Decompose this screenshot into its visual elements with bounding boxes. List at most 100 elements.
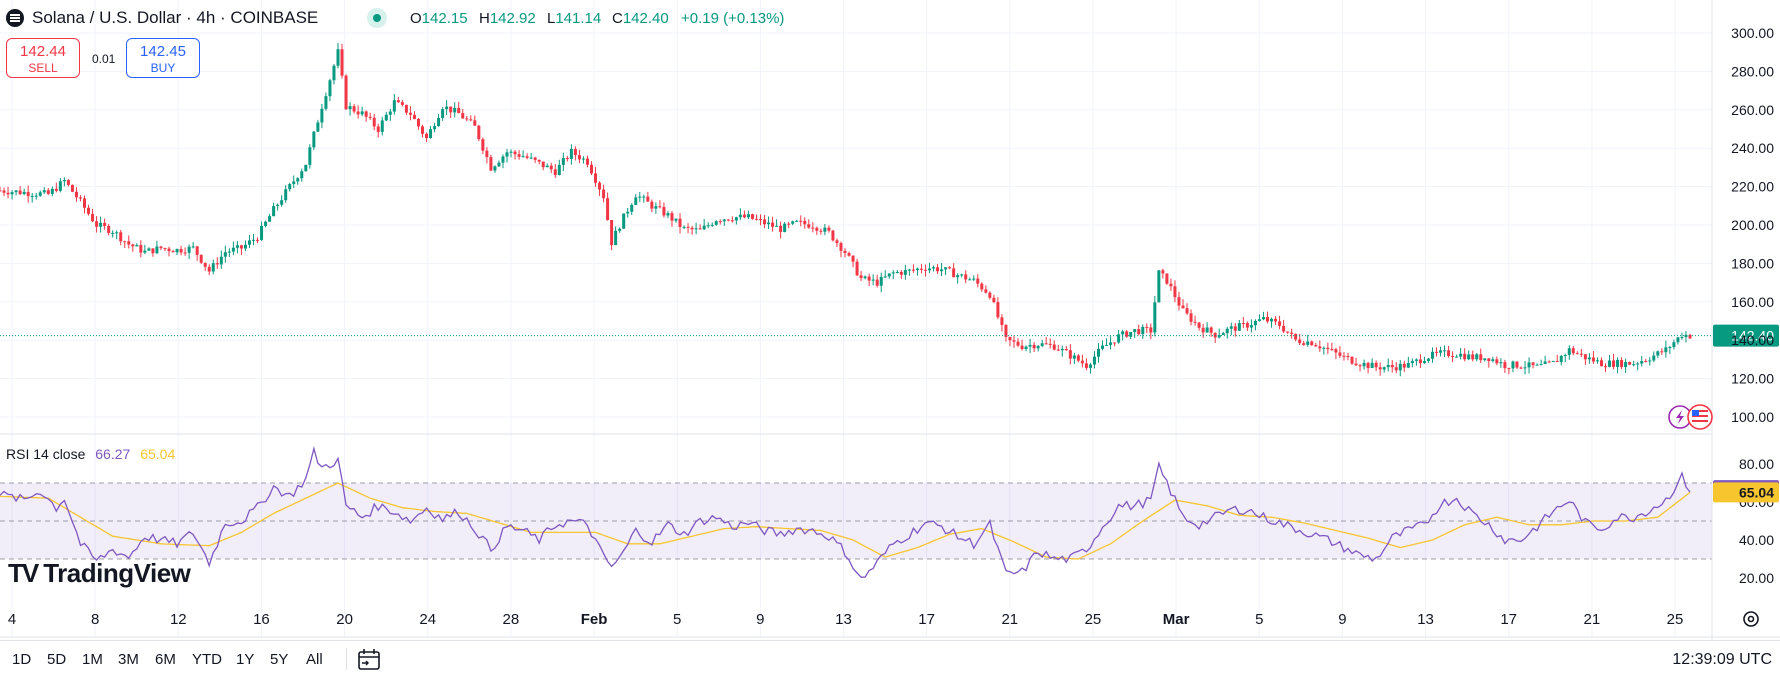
candle-body	[1354, 363, 1358, 366]
bottom-toolbar	[0, 640, 1780, 681]
range-5d[interactable]: 5D	[47, 651, 67, 668]
flag-us-icon[interactable]	[1687, 404, 1713, 430]
candle-body	[1608, 360, 1612, 367]
candle-body	[602, 189, 606, 199]
candle-body	[412, 114, 416, 120]
candle-body	[1567, 348, 1571, 355]
candle-body	[469, 119, 473, 121]
candle-body	[791, 221, 795, 224]
candle-body	[847, 252, 851, 256]
candle-body	[1294, 333, 1298, 340]
candle-body	[272, 206, 276, 217]
market-open-icon[interactable]	[367, 8, 387, 28]
candle-body	[139, 244, 143, 253]
candle-body	[1636, 363, 1640, 365]
range-all[interactable]: All	[306, 651, 323, 668]
candle-body	[1543, 361, 1547, 365]
time-tick-label: 16	[253, 611, 270, 628]
time-tick-label: 13	[835, 611, 852, 628]
buy-button[interactable]: 142.45 BUY	[126, 38, 200, 78]
candle-body	[457, 107, 461, 114]
candle-body	[650, 201, 654, 209]
calendar-range-icon[interactable]	[356, 648, 382, 672]
candle-body	[364, 111, 368, 117]
time-tick-label: Feb	[581, 611, 608, 628]
candle-body	[404, 104, 408, 113]
candle-body	[195, 246, 199, 255]
candle-body	[203, 262, 207, 267]
candle-body	[477, 125, 481, 140]
range-1y[interactable]: 1Y	[236, 651, 255, 668]
candle-body	[360, 111, 364, 115]
candle-body	[252, 239, 255, 241]
candle-body	[1523, 367, 1527, 369]
range-1d[interactable]: 1D	[12, 651, 32, 668]
candle-body	[1149, 327, 1153, 333]
candle-body	[1084, 363, 1088, 368]
rsi-legend[interactable]: RSI 14 close 66.27 65.04	[6, 446, 175, 462]
candle-body	[722, 219, 726, 222]
candle-body	[1052, 344, 1056, 350]
candle-body	[78, 197, 82, 199]
candle-body	[1101, 345, 1105, 349]
candle-body	[1205, 327, 1209, 333]
time-axis[interactable]: 4 8 12 16 20 24 28 Feb 5 9 13 17 21 25 Mar 5 9 13 17 21 25	[8, 611, 1684, 628]
candle-body	[103, 222, 107, 226]
price-change: +0.19 (+0.13%)	[681, 10, 785, 27]
price-axis[interactable]: 300.00 280.00 260.00 240.00 220.00 200.00 180.…	[1731, 25, 1774, 425]
candle-body	[1008, 337, 1012, 341]
range-ytd[interactable]: YTD	[192, 651, 222, 668]
time-tick-label: 17	[1500, 611, 1517, 628]
price-tick-label: 200.00	[1731, 217, 1774, 233]
candle-body	[1040, 343, 1044, 346]
sell-label: SELL	[28, 61, 58, 75]
time-tick-label: 28	[503, 611, 520, 628]
candle-body	[0, 190, 2, 192]
candle-body	[171, 251, 175, 253]
range-1m[interactable]: 1M	[82, 651, 103, 668]
range-5y[interactable]: 5Y	[270, 651, 289, 668]
candle-body	[207, 266, 211, 272]
candle-body	[441, 109, 445, 118]
candle-body	[787, 223, 791, 225]
candle-body	[1358, 365, 1362, 367]
candle-body	[284, 189, 288, 201]
time-tick-label: 9	[1338, 611, 1346, 628]
candle-body	[1418, 359, 1422, 364]
price-tick-label: 240.00	[1731, 140, 1774, 156]
settings-gear-icon[interactable]	[1743, 611, 1759, 627]
candle-body	[1583, 354, 1587, 360]
candle-body	[1648, 360, 1652, 362]
price-tick-label: 220.00	[1731, 179, 1774, 195]
utc-clock[interactable]: 12:39:09 UTC	[1672, 651, 1772, 668]
candle-body	[493, 166, 497, 171]
candle-body	[614, 230, 618, 246]
candle-body	[899, 271, 903, 275]
candle-body	[859, 275, 863, 279]
candle-body	[1575, 353, 1579, 355]
candle-body	[577, 155, 581, 160]
tradingview-logo[interactable]: TV TradingView	[8, 558, 191, 589]
sell-button[interactable]: 142.44 SELL	[6, 38, 80, 78]
candle-body	[686, 226, 690, 228]
candle-body	[573, 148, 577, 156]
range-6m[interactable]: 6M	[155, 651, 176, 668]
candle-body	[1398, 363, 1402, 371]
candle-body	[1088, 364, 1092, 368]
candle-body	[533, 157, 537, 160]
candle-body	[839, 243, 843, 251]
candle-body	[179, 249, 183, 253]
symbol-title[interactable]: Solana / U.S. Dollar · 4h · COINBASE	[32, 8, 319, 27]
candle-body	[1298, 339, 1302, 344]
candle-body	[1237, 323, 1241, 331]
solana-logo-icon	[6, 9, 24, 27]
candle-body	[1616, 359, 1620, 367]
candle-body	[131, 244, 135, 247]
candle-body	[95, 221, 99, 227]
candle-body	[923, 269, 927, 271]
candle-body	[268, 216, 272, 222]
range-3m[interactable]: 3M	[118, 651, 139, 668]
candle-body	[1563, 354, 1567, 356]
